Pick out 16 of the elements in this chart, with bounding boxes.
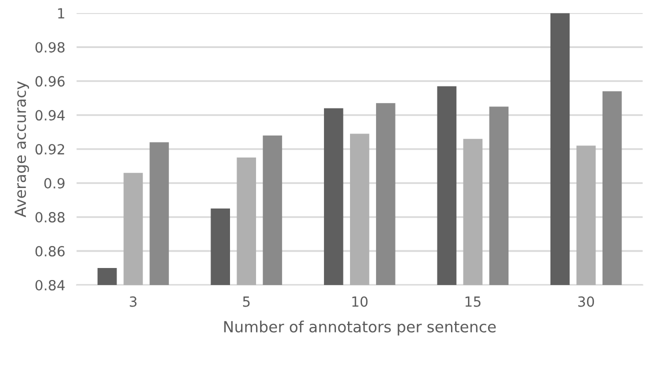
y-tick-label: 0.96 — [35, 76, 65, 87]
y-tick-label: 0.84 — [35, 280, 65, 290]
y-tick-label: 0.94 — [35, 110, 65, 121]
x-axis-title: Number of annotators per sentence — [224, 320, 496, 336]
x-tick-label: 3 — [130, 296, 137, 307]
y-tick-label: 1 — [58, 8, 64, 18]
x-tick-label: 15 — [466, 296, 480, 307]
y-tick-label: 0.9 — [44, 178, 65, 189]
y-tick-label: 0.98 — [35, 42, 65, 53]
x-tick-label: 30 — [578, 296, 594, 307]
x-tick-label: 10 — [352, 296, 368, 307]
y-tick-label: 0.86 — [35, 246, 65, 256]
x-tick-label: 5 — [243, 296, 250, 307]
y-axis-title: Average accuracy — [14, 81, 29, 218]
y-tick-label: 0.92 — [35, 144, 64, 155]
y-tick-label: 0.88 — [35, 212, 65, 223]
